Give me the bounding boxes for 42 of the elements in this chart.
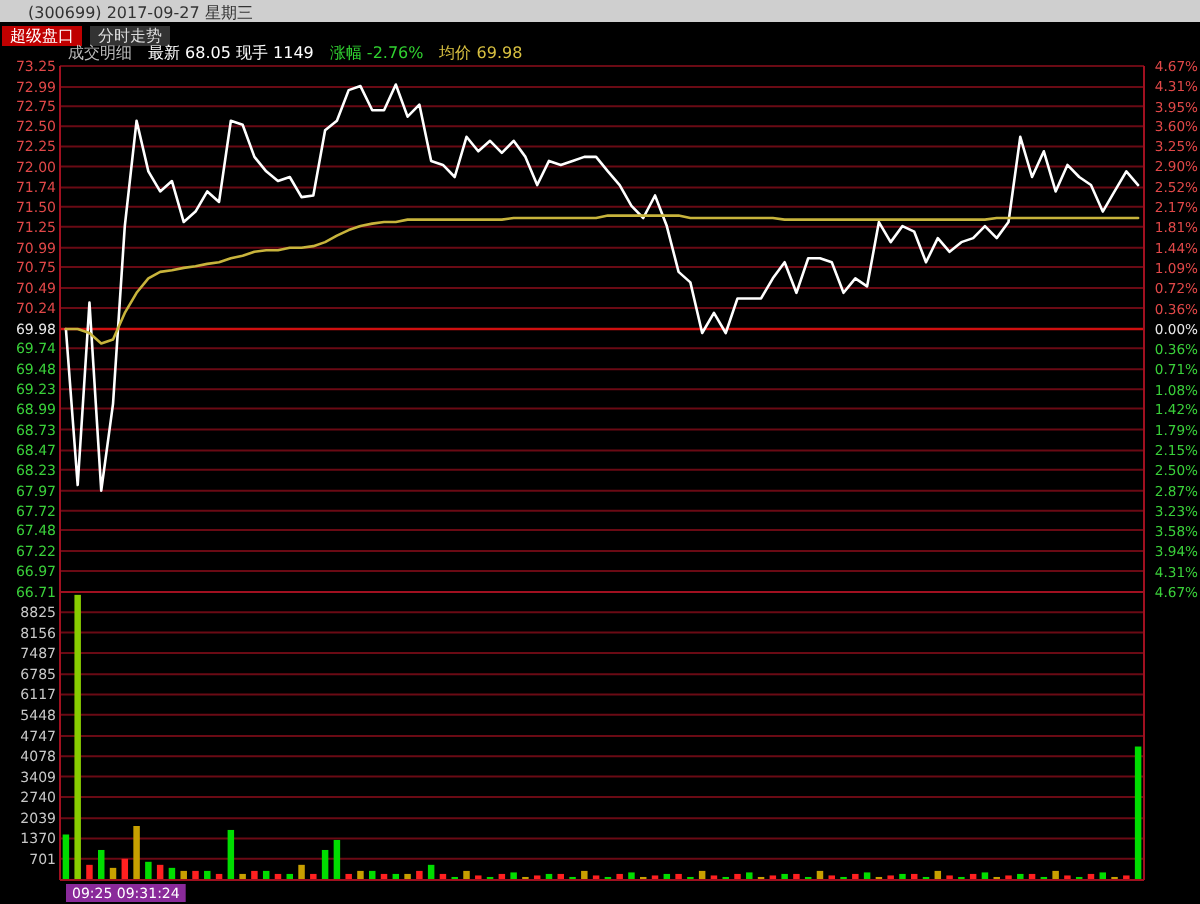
bar — [404, 873, 411, 880]
text: 分时走势 — [98, 27, 162, 45]
bar — [310, 873, 317, 880]
text: 涨幅 -2.76% — [329, 44, 425, 62]
bar — [145, 861, 152, 880]
text: 最新 68.05 现手 1149 — [148, 44, 314, 62]
bar — [899, 873, 906, 880]
bar — [1052, 870, 1059, 880]
bar — [793, 873, 800, 880]
bar — [62, 834, 70, 880]
bar — [781, 873, 788, 880]
bar — [852, 873, 859, 880]
bar — [204, 870, 211, 880]
bar — [510, 872, 517, 880]
bar — [1017, 873, 1024, 880]
bar — [74, 594, 81, 880]
line-series — [64, 214, 1140, 345]
line-series — [64, 83, 1140, 492]
text: 均价 69.98 — [437, 44, 523, 62]
bar — [463, 870, 470, 880]
bar — [251, 870, 258, 880]
bar — [239, 873, 246, 880]
bar — [616, 873, 623, 880]
bar — [333, 839, 341, 880]
bar — [628, 872, 635, 880]
chart-title: (300699) 2017-09-27 星期三 — [28, 4, 253, 22]
bar — [86, 864, 93, 880]
bar — [734, 873, 741, 880]
bar — [298, 864, 305, 880]
bar — [227, 829, 235, 880]
bar — [345, 873, 352, 880]
bar — [133, 826, 140, 880]
bar — [416, 870, 423, 880]
bar — [746, 872, 753, 880]
text: 超级盘口 — [10, 27, 74, 45]
text: 成交明细 — [68, 44, 132, 62]
bar — [581, 870, 588, 880]
bar — [357, 870, 364, 880]
bar — [180, 870, 187, 880]
bar — [1134, 746, 1142, 880]
bar — [675, 873, 682, 880]
bar — [192, 870, 199, 880]
